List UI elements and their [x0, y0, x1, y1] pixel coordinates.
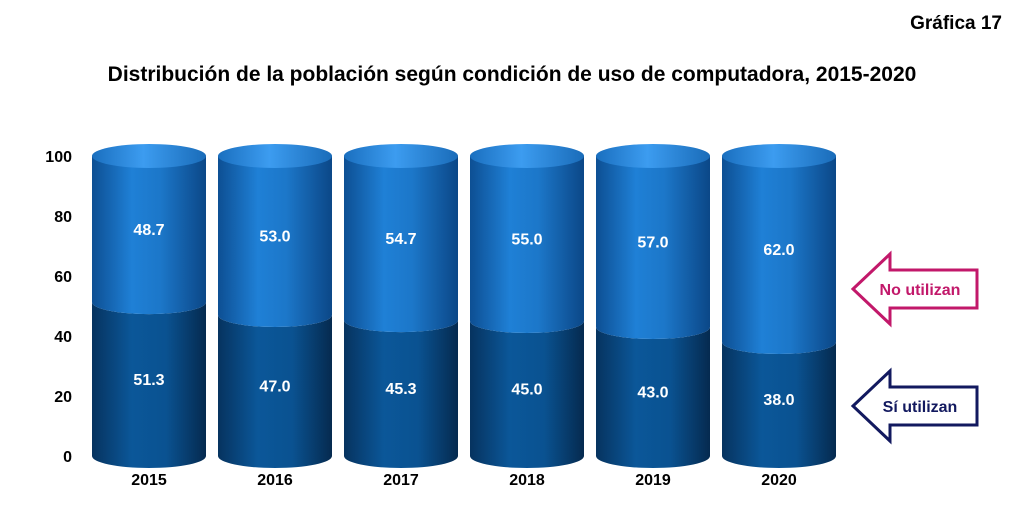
- bar-segment-no-utilizan: [344, 156, 458, 333]
- bar-segment-no-utilizan: [470, 156, 584, 333]
- bar-group: 47.0 53.0: [218, 144, 332, 468]
- data-label-no-utilizan: 48.7: [133, 222, 164, 239]
- data-label-si-utilizan: 45.0: [511, 382, 542, 399]
- bar-group: 43.0 57.0: [596, 144, 710, 468]
- bar-segment-no-utilizan: [218, 156, 332, 327]
- y-tick-label: 60: [54, 269, 72, 286]
- bar-segment-si-utilizan: [344, 320, 458, 468]
- y-tick-label: 80: [54, 209, 72, 226]
- data-label-si-utilizan: 51.3: [133, 372, 164, 389]
- legend-arrow-no-utilizan: No utilizan: [850, 250, 979, 328]
- bar-cap: [92, 144, 206, 168]
- y-tick-label: 20: [54, 389, 72, 406]
- data-label-no-utilizan: 55.0: [511, 232, 542, 249]
- bar-segment-no-utilizan: [596, 156, 710, 339]
- y-tick-label: 0: [63, 449, 72, 466]
- data-label-no-utilizan: 54.7: [385, 231, 416, 248]
- bar-cap: [470, 144, 584, 168]
- x-tick-label: 2020: [761, 472, 797, 489]
- bar-segment-si-utilizan: [218, 315, 332, 468]
- y-tick-label: 100: [45, 149, 72, 166]
- data-label-no-utilizan: 53.0: [259, 229, 290, 246]
- legend-label: No utilizan: [880, 282, 961, 299]
- y-tick-label: 40: [54, 329, 72, 346]
- bar-cap: [344, 144, 458, 168]
- bar-group: 38.0 62.0: [722, 144, 836, 468]
- data-label-si-utilizan: 47.0: [259, 379, 290, 396]
- data-label-si-utilizan: 45.3: [385, 381, 416, 398]
- figure-number: Gráfica 17: [910, 13, 1002, 34]
- legend-label: Sí utilizan: [883, 399, 958, 416]
- chart-title: Distribución de la población según condi…: [107, 63, 917, 86]
- x-tick-label: 2015: [131, 472, 167, 489]
- bar-segment-si-utilizan: [470, 321, 584, 468]
- data-label-si-utilizan: 43.0: [637, 385, 668, 402]
- bar-cap: [596, 144, 710, 168]
- bar-group: 45.0 55.0: [470, 144, 584, 468]
- x-tick-label: 2018: [509, 472, 545, 489]
- x-tick-label: 2017: [383, 472, 419, 489]
- arrow-shape: [850, 250, 979, 328]
- bar-group: 51.3 48.7: [92, 144, 206, 468]
- legend-arrow-si-utilizan: Sí utilizan: [850, 367, 979, 445]
- arrow-shape: [850, 367, 979, 445]
- bar-cap: [218, 144, 332, 168]
- data-label-no-utilizan: 57.0: [637, 235, 668, 252]
- x-tick-label: 2016: [257, 472, 293, 489]
- bar-segment-no-utilizan: [722, 156, 836, 354]
- bar-cap: [722, 144, 836, 168]
- bar-segment-si-utilizan: [722, 342, 836, 468]
- bar-segment-si-utilizan: [92, 302, 206, 468]
- bar-group: 45.3 54.7: [344, 144, 458, 468]
- data-label-no-utilizan: 62.0: [763, 242, 794, 259]
- data-label-si-utilizan: 38.0: [763, 392, 794, 409]
- bar-segment-no-utilizan: [92, 156, 206, 315]
- x-tick-label: 2019: [635, 472, 671, 489]
- bar-segment-si-utilizan: [596, 327, 710, 468]
